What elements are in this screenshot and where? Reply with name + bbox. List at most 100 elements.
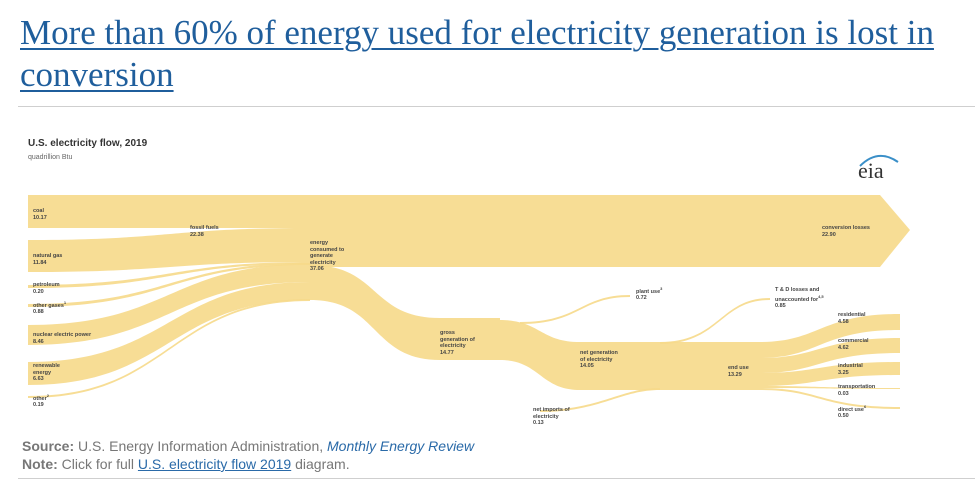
flow [760, 338, 900, 373]
node-name: direct use [838, 406, 864, 413]
flow [760, 386, 900, 389]
flow [28, 264, 310, 345]
note-link[interactable]: U.S. electricity flow 2019 [137, 456, 292, 472]
node-label: gross generation of electricity 14.77 [440, 330, 480, 356]
node-value: 14.05 [580, 363, 594, 369]
node-label: transportation 0.03 [838, 384, 883, 397]
flow [520, 295, 630, 324]
node-label: natural gas 11.84 [33, 253, 73, 266]
logo: eia [858, 158, 884, 183]
node-label: residential 4.58 [838, 312, 878, 325]
node-name: commercial [838, 338, 869, 344]
node-label: nuclear electric power 8.46 [33, 332, 103, 345]
divider [18, 106, 975, 107]
node-label: other2 0.19 [33, 393, 63, 409]
node-label: coal 10.17 [33, 208, 73, 221]
flow [760, 362, 900, 386]
node-name: net imports of electricity [533, 407, 570, 420]
source-label: Source: [22, 438, 75, 454]
note-end: diagram. [295, 456, 350, 472]
node-value: 22.38 [190, 231, 204, 238]
node-value: 0.88 [33, 309, 44, 316]
node-value: 0.72 [636, 295, 647, 302]
footnote-mark: 1 [63, 300, 67, 305]
node-name: T & D losses and unaccounted for [775, 287, 820, 303]
node-value: 3.25 [838, 369, 849, 376]
node-name: energy consumed to generate electricity [310, 240, 345, 266]
flow [28, 262, 310, 288]
flow [28, 195, 310, 228]
node-name: net generation of electricity [580, 350, 618, 363]
node-name: nuclear electric power [33, 332, 92, 338]
footnote-mark: 6 [863, 404, 867, 409]
note-text: Click for full [61, 456, 135, 472]
flow [28, 263, 310, 307]
flow [28, 299, 310, 398]
node-label: plant use3 0.72 [636, 286, 671, 302]
node-label: end use 13.29 [728, 365, 758, 378]
node-value: 11.84 [33, 259, 47, 266]
node-label: petroleum 0.20 [33, 282, 73, 295]
node-label: net generation of electricity 14.05 [580, 350, 620, 370]
node-value: 0.13 [533, 420, 544, 426]
node-label: other gases1 0.88 [33, 300, 73, 316]
flow [540, 388, 660, 412]
node-value: 4.58 [838, 318, 849, 325]
node-value: 6.63 [33, 376, 44, 382]
footnote-mark: 4,5 [818, 293, 824, 299]
node-label: fossil fuels 22.38 [190, 225, 230, 238]
footnote-mark: 2 [46, 393, 49, 398]
node-value: 0.19 [33, 402, 44, 409]
node-name: natural gas [33, 253, 63, 259]
flow [760, 388, 900, 409]
node-label: conversion losses 22.90 [822, 225, 872, 238]
node-name: other [33, 395, 47, 402]
node-name: residential [838, 312, 866, 318]
sankey-diagram: U.S. electricity flow, 2019 quadrillion … [22, 122, 952, 434]
flow [310, 265, 500, 360]
node-name: coal [33, 208, 45, 214]
node-label: net imports of electricity 0.13 [533, 407, 578, 427]
node-label: direct use6 0.50 [838, 404, 878, 420]
node-name: end use [728, 365, 749, 371]
node-value: 4.62 [838, 344, 849, 351]
node-value: 37.06 [310, 266, 324, 272]
node-name: petroleum [33, 282, 60, 288]
node-name: plant use [636, 288, 661, 295]
figure-title: U.S. electricity flow, 2019 [28, 138, 148, 149]
node-value: 13.29 [728, 371, 742, 378]
figure-subtitle: quadrillion Btu [28, 154, 73, 161]
node-value: 22.90 [822, 231, 836, 238]
node-name: transportation [838, 384, 876, 390]
node-value: 0.03 [838, 390, 849, 397]
node-value: 0.20 [33, 288, 44, 295]
note-line: Note: Click for full U.S. electricity fl… [22, 456, 350, 472]
page-title[interactable]: More than 60% of energy used for electri… [20, 13, 934, 94]
node-label: commercial 4.62 [838, 338, 878, 351]
footnote-mark: 3 [660, 286, 663, 291]
node-name: industrial [838, 363, 863, 369]
note-label: Note: [22, 456, 58, 472]
source-link[interactable]: Monthly Energy Review [327, 438, 475, 454]
node-value: 14.77 [440, 349, 454, 356]
node-label: industrial 3.25 [838, 363, 878, 376]
flow [28, 228, 310, 272]
flow [28, 282, 310, 385]
node-label: renewable energy 6.63 [33, 363, 68, 383]
flows [28, 155, 910, 412]
node-name: other gases [33, 302, 64, 309]
divider [18, 478, 975, 479]
node-value: 10.17 [33, 214, 47, 221]
flow [500, 320, 760, 390]
logo-arc [859, 155, 899, 167]
source-line: Source: U.S. Energy Information Administ… [22, 438, 474, 454]
node-label: energy consumed to generate electricity 3… [310, 240, 348, 273]
flow [660, 298, 770, 344]
node-name: gross generation of electricity [440, 330, 475, 349]
node-label: T & D losses and unaccounted for4,5 0.85 [775, 287, 835, 309]
source-text: U.S. Energy Information Administration, [78, 438, 324, 454]
node-name: renewable energy [33, 363, 60, 376]
flow [760, 314, 900, 358]
node-value: 8.46 [33, 338, 44, 345]
